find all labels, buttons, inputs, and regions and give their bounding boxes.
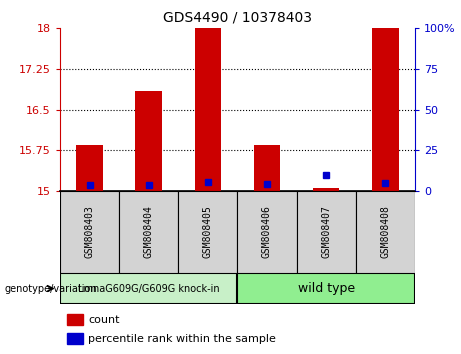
Bar [313, 188, 339, 191]
Bar [67, 333, 83, 344]
Text: genotype/variation: genotype/variation [5, 284, 97, 293]
Text: wild type: wild type [298, 282, 355, 295]
Text: GSM808407: GSM808407 [321, 205, 331, 258]
Bar [67, 314, 83, 325]
FancyBboxPatch shape [237, 273, 415, 304]
Text: GSM808406: GSM808406 [262, 205, 272, 258]
FancyBboxPatch shape [60, 191, 119, 273]
Text: GSM808403: GSM808403 [84, 205, 95, 258]
Bar [254, 145, 280, 191]
FancyBboxPatch shape [356, 191, 415, 273]
FancyBboxPatch shape [178, 191, 237, 273]
Text: percentile rank within the sample: percentile rank within the sample [89, 334, 276, 344]
FancyBboxPatch shape [296, 191, 356, 273]
Bar [195, 28, 221, 191]
Text: GSM808404: GSM808404 [144, 205, 154, 258]
Text: GSM808405: GSM808405 [203, 205, 213, 258]
Text: count: count [89, 315, 120, 325]
Text: GSM808408: GSM808408 [380, 205, 390, 258]
Title: GDS4490 / 10378403: GDS4490 / 10378403 [163, 10, 312, 24]
Bar [372, 28, 399, 191]
FancyBboxPatch shape [237, 191, 296, 273]
Bar [76, 145, 103, 191]
FancyBboxPatch shape [119, 191, 178, 273]
Text: LmnaG609G/G609G knock-in: LmnaG609G/G609G knock-in [78, 284, 219, 293]
Bar [136, 91, 162, 191]
FancyBboxPatch shape [60, 273, 237, 304]
